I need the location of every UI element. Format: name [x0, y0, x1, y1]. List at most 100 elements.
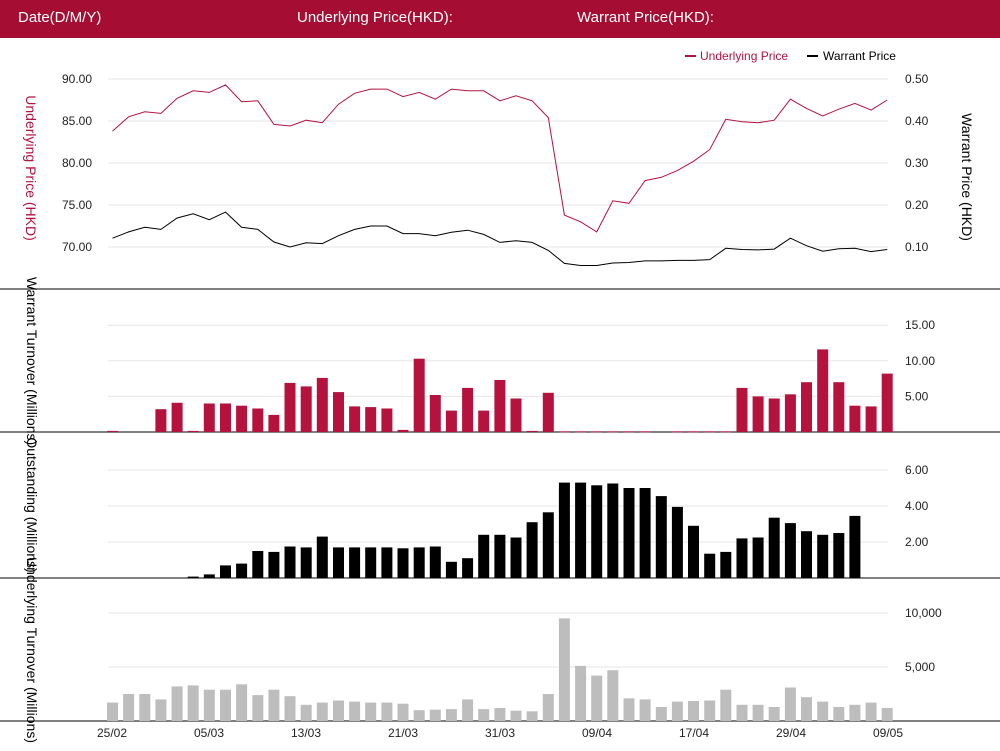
warrant-turnover-bar [252, 408, 264, 432]
outstanding-bar [575, 482, 587, 578]
warrant-turnover-bar [623, 431, 635, 433]
warrant-turnover-bar [494, 380, 506, 432]
legend-warrant-price: Warrant Price [823, 49, 896, 63]
underlying-turnover-bar [316, 702, 328, 721]
underlying-turnover-bar [252, 695, 264, 721]
warrant-turnover-bar [817, 349, 829, 432]
underlying-turnover-bar [752, 704, 764, 721]
underlying-turnover-bar [558, 618, 570, 721]
outstanding-bar [397, 548, 409, 578]
warrant-turnover-bar [429, 395, 441, 432]
warrant-turnover-tick-label: 15.00 [905, 318, 935, 332]
warrant-turnover-bar [171, 402, 183, 432]
outstanding-bar [445, 561, 457, 578]
warrant-turnover-bar [236, 405, 248, 432]
underlying-turnover-bar [607, 670, 619, 721]
x-tick-label: 13/03 [291, 726, 321, 740]
outstanding-tick-label: 2.00 [905, 535, 929, 549]
warrant-turnover-bar [752, 396, 764, 432]
outstanding-bar [607, 483, 619, 578]
right-price-tick-label: 0.40 [905, 114, 929, 128]
left-price-tick-label: 90.00 [62, 72, 92, 86]
underlying-price-line [112, 84, 888, 233]
outstanding-bar [333, 547, 344, 578]
underlying-turnover-bar [284, 696, 296, 721]
warrant-turnover-bar [671, 431, 683, 433]
underlying-turnover-bar [413, 710, 425, 721]
warrant-turnover-bar [688, 431, 699, 433]
warrant-turnover-bar [268, 414, 280, 432]
x-tick-label: 05/03 [194, 726, 224, 740]
underlying-turnover-bar [381, 702, 393, 721]
underlying-turnover-bar [768, 707, 780, 721]
x-tick-label: 29/04 [776, 726, 806, 740]
outstanding-bar [655, 496, 667, 578]
outstanding-bar [526, 522, 538, 578]
outstanding-bar [478, 534, 490, 578]
underlying-turnover-bar [784, 687, 796, 721]
warrant-turnover-tick-label: 5.00 [905, 389, 929, 403]
tick-labels: 90.00 85.00 80.00 75.00 70.00 0.50 0.40 0.30 0.2… [62, 72, 942, 740]
underlying-turnover-bar [155, 699, 167, 721]
warrant-turnover-bar [768, 398, 780, 432]
outstanding-bar [284, 546, 296, 578]
outstanding-bar [591, 485, 603, 578]
warrant-turnover-bar [849, 405, 861, 432]
outstanding-bar [494, 534, 506, 578]
underlying-turnover-bar [429, 709, 441, 721]
warrant-turnover-bar [542, 392, 554, 432]
x-tick-label: 31/03 [485, 726, 515, 740]
underlying-turnover-bar [510, 710, 522, 721]
warrant-turnover-bar [591, 431, 603, 433]
date-label: Date(D/M/Y) [18, 9, 102, 26]
underlying-turnover-bar [478, 709, 490, 721]
outstanding-bar [462, 558, 474, 578]
underlying-turnover-bar [575, 665, 587, 721]
right-price-tick-label: 0.30 [905, 156, 929, 170]
underlying-turnover-bar [462, 699, 474, 721]
outstanding-bar [639, 488, 651, 578]
underlying-turnover-bar [139, 694, 151, 721]
outstanding-bar [413, 547, 425, 578]
underlying-turnover-bar [397, 703, 409, 721]
left-price-tick-label: 70.00 [62, 240, 92, 254]
underlying-turnover-bar [639, 699, 651, 721]
warrant-turnover-tick-label: 10.00 [905, 354, 935, 368]
warrant-turnover-bar [784, 394, 796, 432]
left-price-tick-label: 80.00 [62, 156, 92, 170]
warrant-turnover-bar [187, 430, 199, 432]
outstanding-bar [720, 551, 732, 578]
warrant-turnover-bar [720, 431, 732, 433]
outstanding-bar [220, 565, 231, 578]
outstanding-bar [381, 547, 393, 578]
warrant-turnover-bar [478, 410, 490, 432]
underlying-turnover-bar [849, 704, 861, 721]
left-price-tick-label: 85.00 [62, 114, 92, 128]
warrant-turnover-bar [558, 431, 570, 433]
underlying-turnover-bar [704, 700, 716, 721]
underlying-price-label: Underlying Price(HKD): [297, 9, 453, 26]
outstanding-bar [671, 506, 683, 578]
underlying-turnover-bar [671, 701, 683, 721]
bars [107, 349, 893, 721]
outstanding-bar [349, 547, 361, 578]
outstanding-bar [817, 534, 829, 578]
underlying-turnover-tick-label: 5,000 [905, 660, 935, 674]
warrant-price-axis-title: Warrant Price (HKD) [959, 113, 975, 241]
underlying-turnover-bar [365, 702, 377, 721]
warrant-turnover-bar [349, 406, 361, 432]
outstanding-bar [268, 551, 280, 578]
outstanding-tick-label: 4.00 [905, 499, 929, 513]
x-tick-label: 09/05 [873, 726, 903, 740]
underlying-turnover-axis-title: Underlying Turnover (Millions) [24, 557, 40, 743]
outstanding-bar [316, 536, 328, 578]
warrant-turnover-bar [203, 403, 215, 432]
x-tick-label: 25/02 [97, 726, 127, 740]
underlying-turnover-bar [542, 694, 554, 721]
grid [108, 78, 888, 668]
outstanding-bar [736, 538, 748, 578]
warrant-turnover-bar [365, 407, 377, 432]
warrant-turnover-bar [639, 431, 651, 433]
underlying-turnover-bar [445, 709, 457, 721]
outstanding-bar [236, 563, 248, 578]
